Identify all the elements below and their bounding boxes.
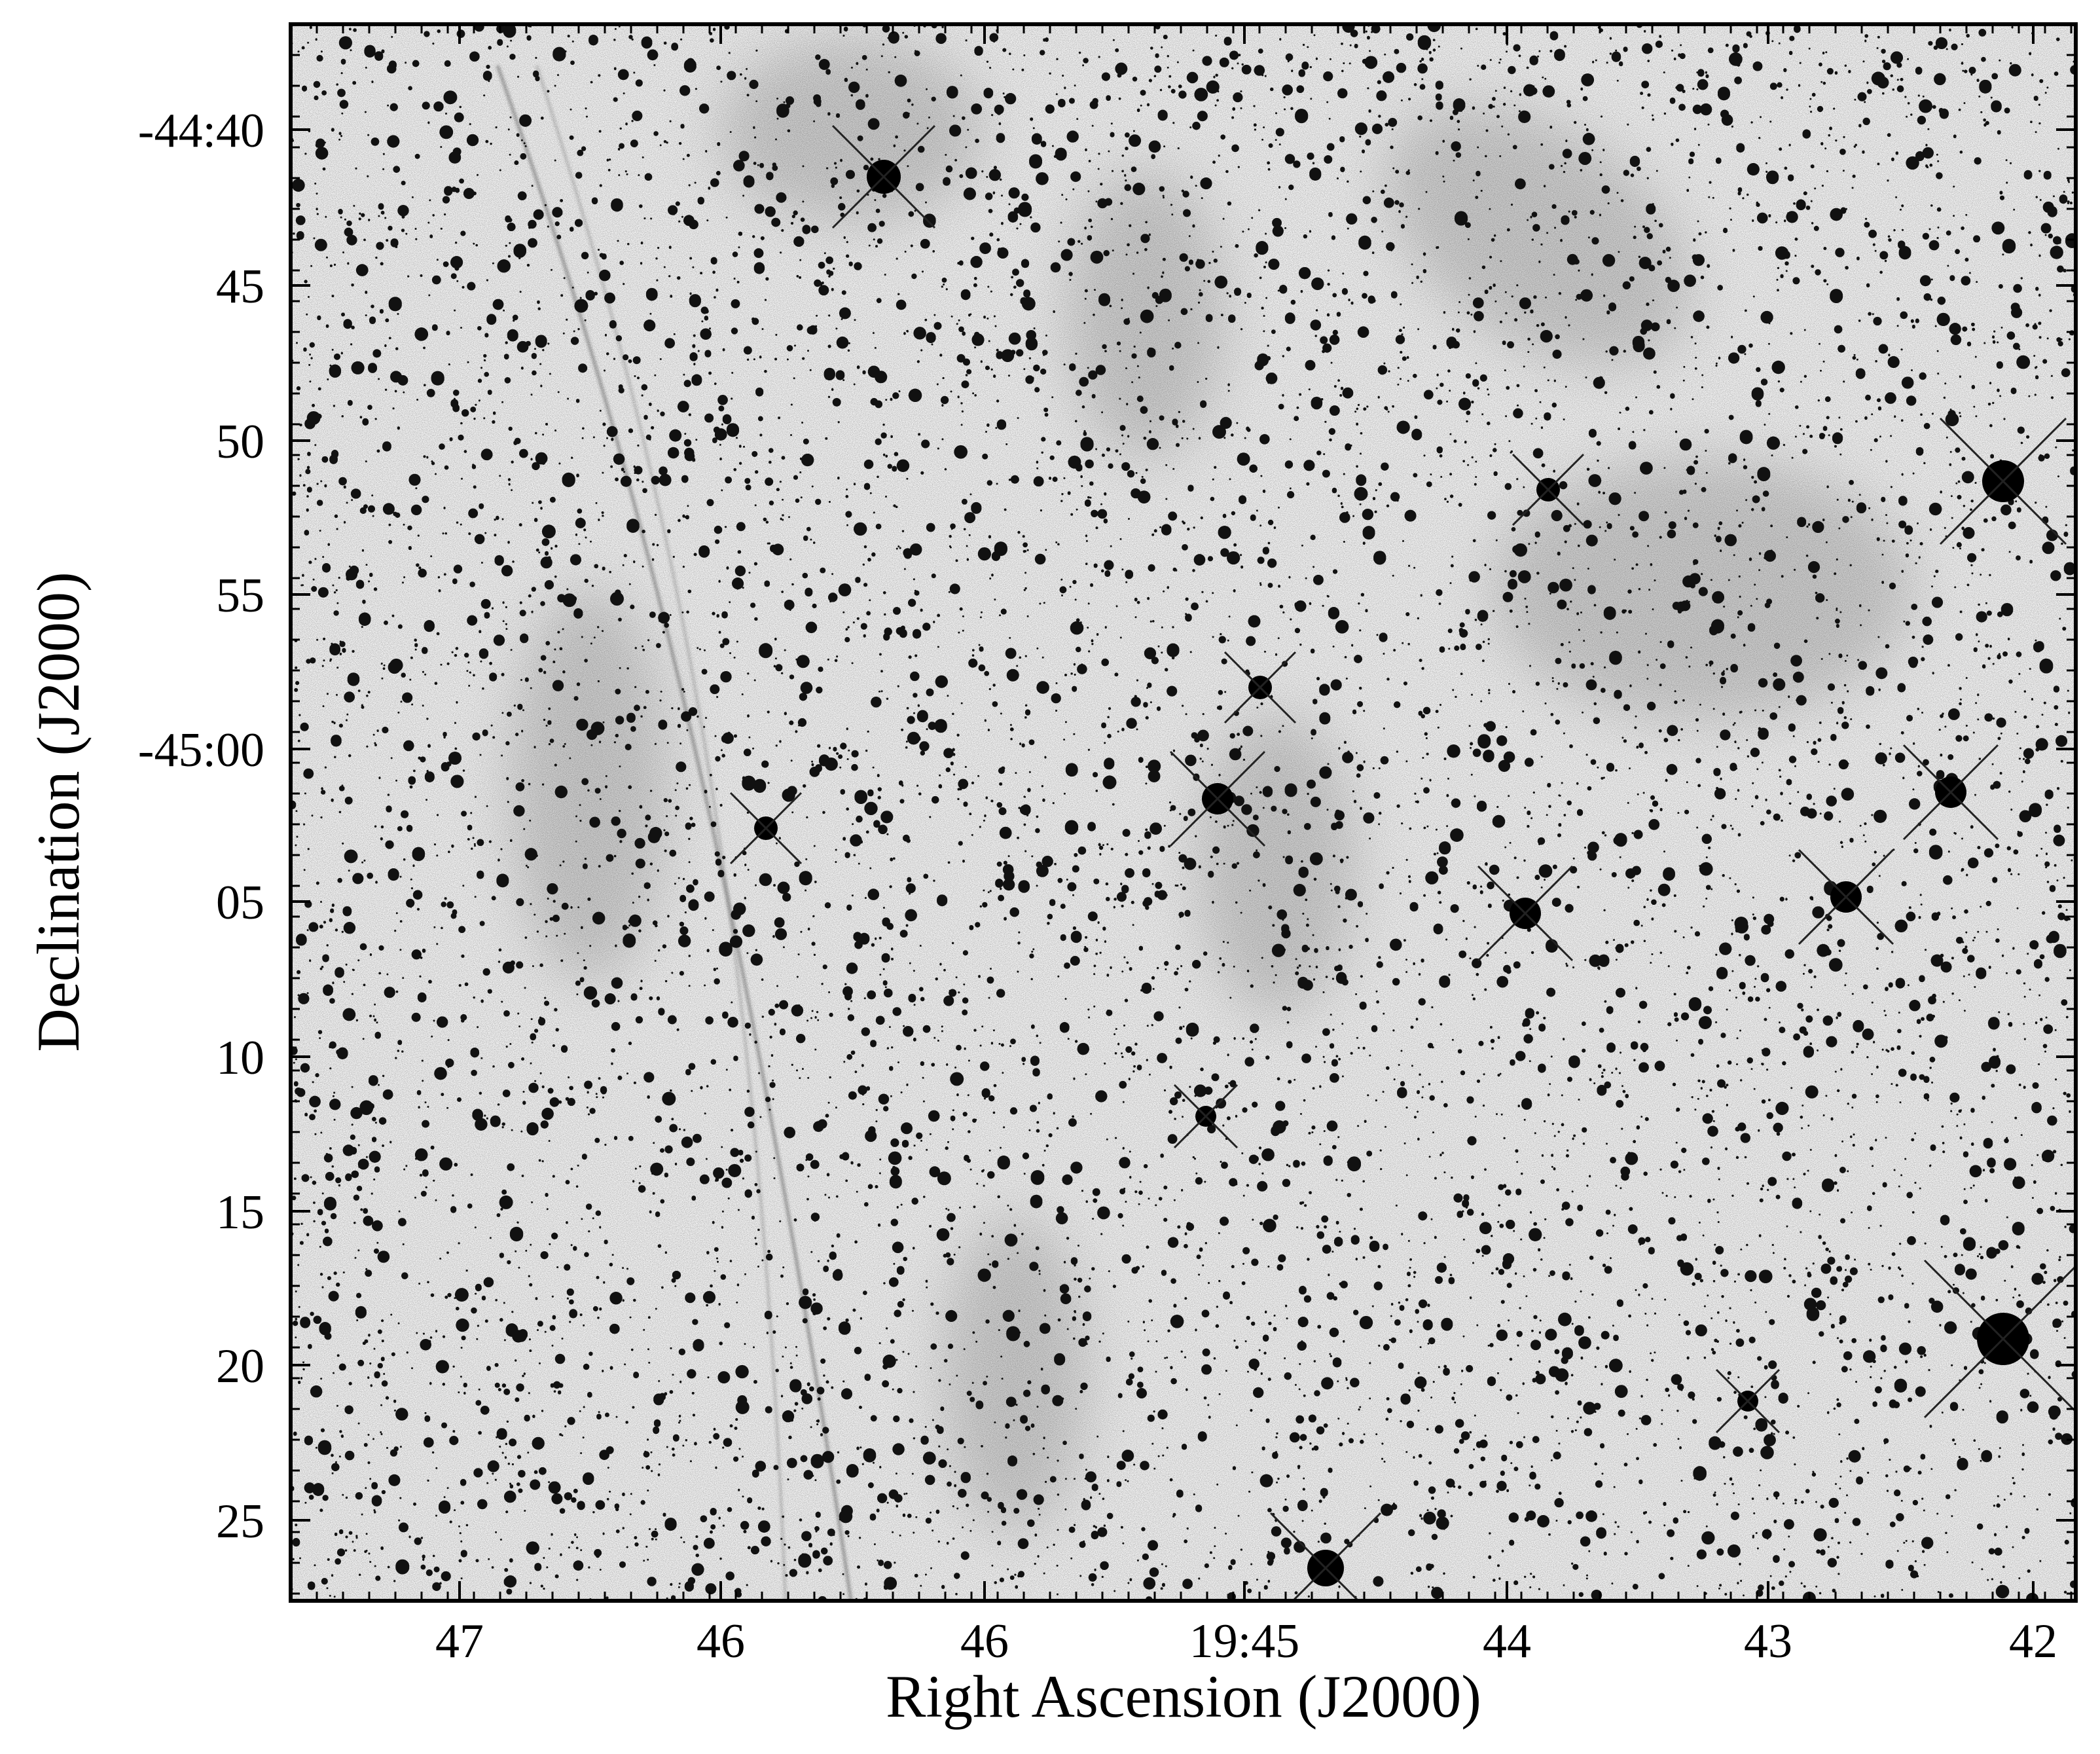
x-tick-label: 19:45 (1189, 1615, 1300, 1668)
y-tick-label: 20 (216, 1340, 264, 1393)
y-axis-label: Declination (J2000) (25, 572, 92, 1051)
y-tick-label: 10 (216, 1031, 264, 1085)
x-tick-label: 43 (1744, 1615, 1792, 1668)
sky-image (291, 24, 2076, 1601)
star-spikes (1798, 849, 1894, 945)
x-tick-label: 47 (435, 1615, 484, 1668)
star-spikes (1477, 865, 1574, 962)
y-tick-label: 25 (216, 1495, 264, 1548)
x-tick-label: 46 (960, 1615, 1009, 1668)
star-spikes (1715, 1368, 1781, 1434)
x-tick-label: 46 (697, 1615, 745, 1668)
y-tick-label: -44:40 (138, 104, 264, 158)
star-spikes (1902, 744, 1999, 841)
star-spikes (1173, 1084, 1239, 1149)
y-tick-label: 50 (216, 415, 264, 469)
y-tick-label: 55 (216, 569, 264, 623)
star-spikes (1269, 1512, 1382, 1601)
star-spikes (1512, 453, 1585, 526)
star-spikes (1939, 417, 2067, 545)
star-spikes (729, 792, 803, 865)
x-tick-label: 44 (1483, 1615, 1531, 1668)
axis-ticks: 47 46 46 19:45 44 43 42 -44:40 45 50 55 -45:00 05 10 1… (138, 23, 2076, 1668)
star-spikes (1223, 651, 1297, 724)
star-spikes (1169, 750, 1266, 847)
x-tick-label: 42 (2009, 1615, 2057, 1668)
y-tick-label: 45 (216, 260, 264, 314)
star-spikes (831, 124, 936, 229)
x-axis-label: Right Ascension (J2000) (886, 1663, 1481, 1730)
plot-frame (289, 22, 2078, 1603)
y-tick-label: 05 (216, 876, 264, 930)
y-tick-label: 15 (216, 1186, 264, 1239)
star-spikes (1923, 1259, 2076, 1419)
y-tick-label: -45:00 (138, 723, 264, 777)
